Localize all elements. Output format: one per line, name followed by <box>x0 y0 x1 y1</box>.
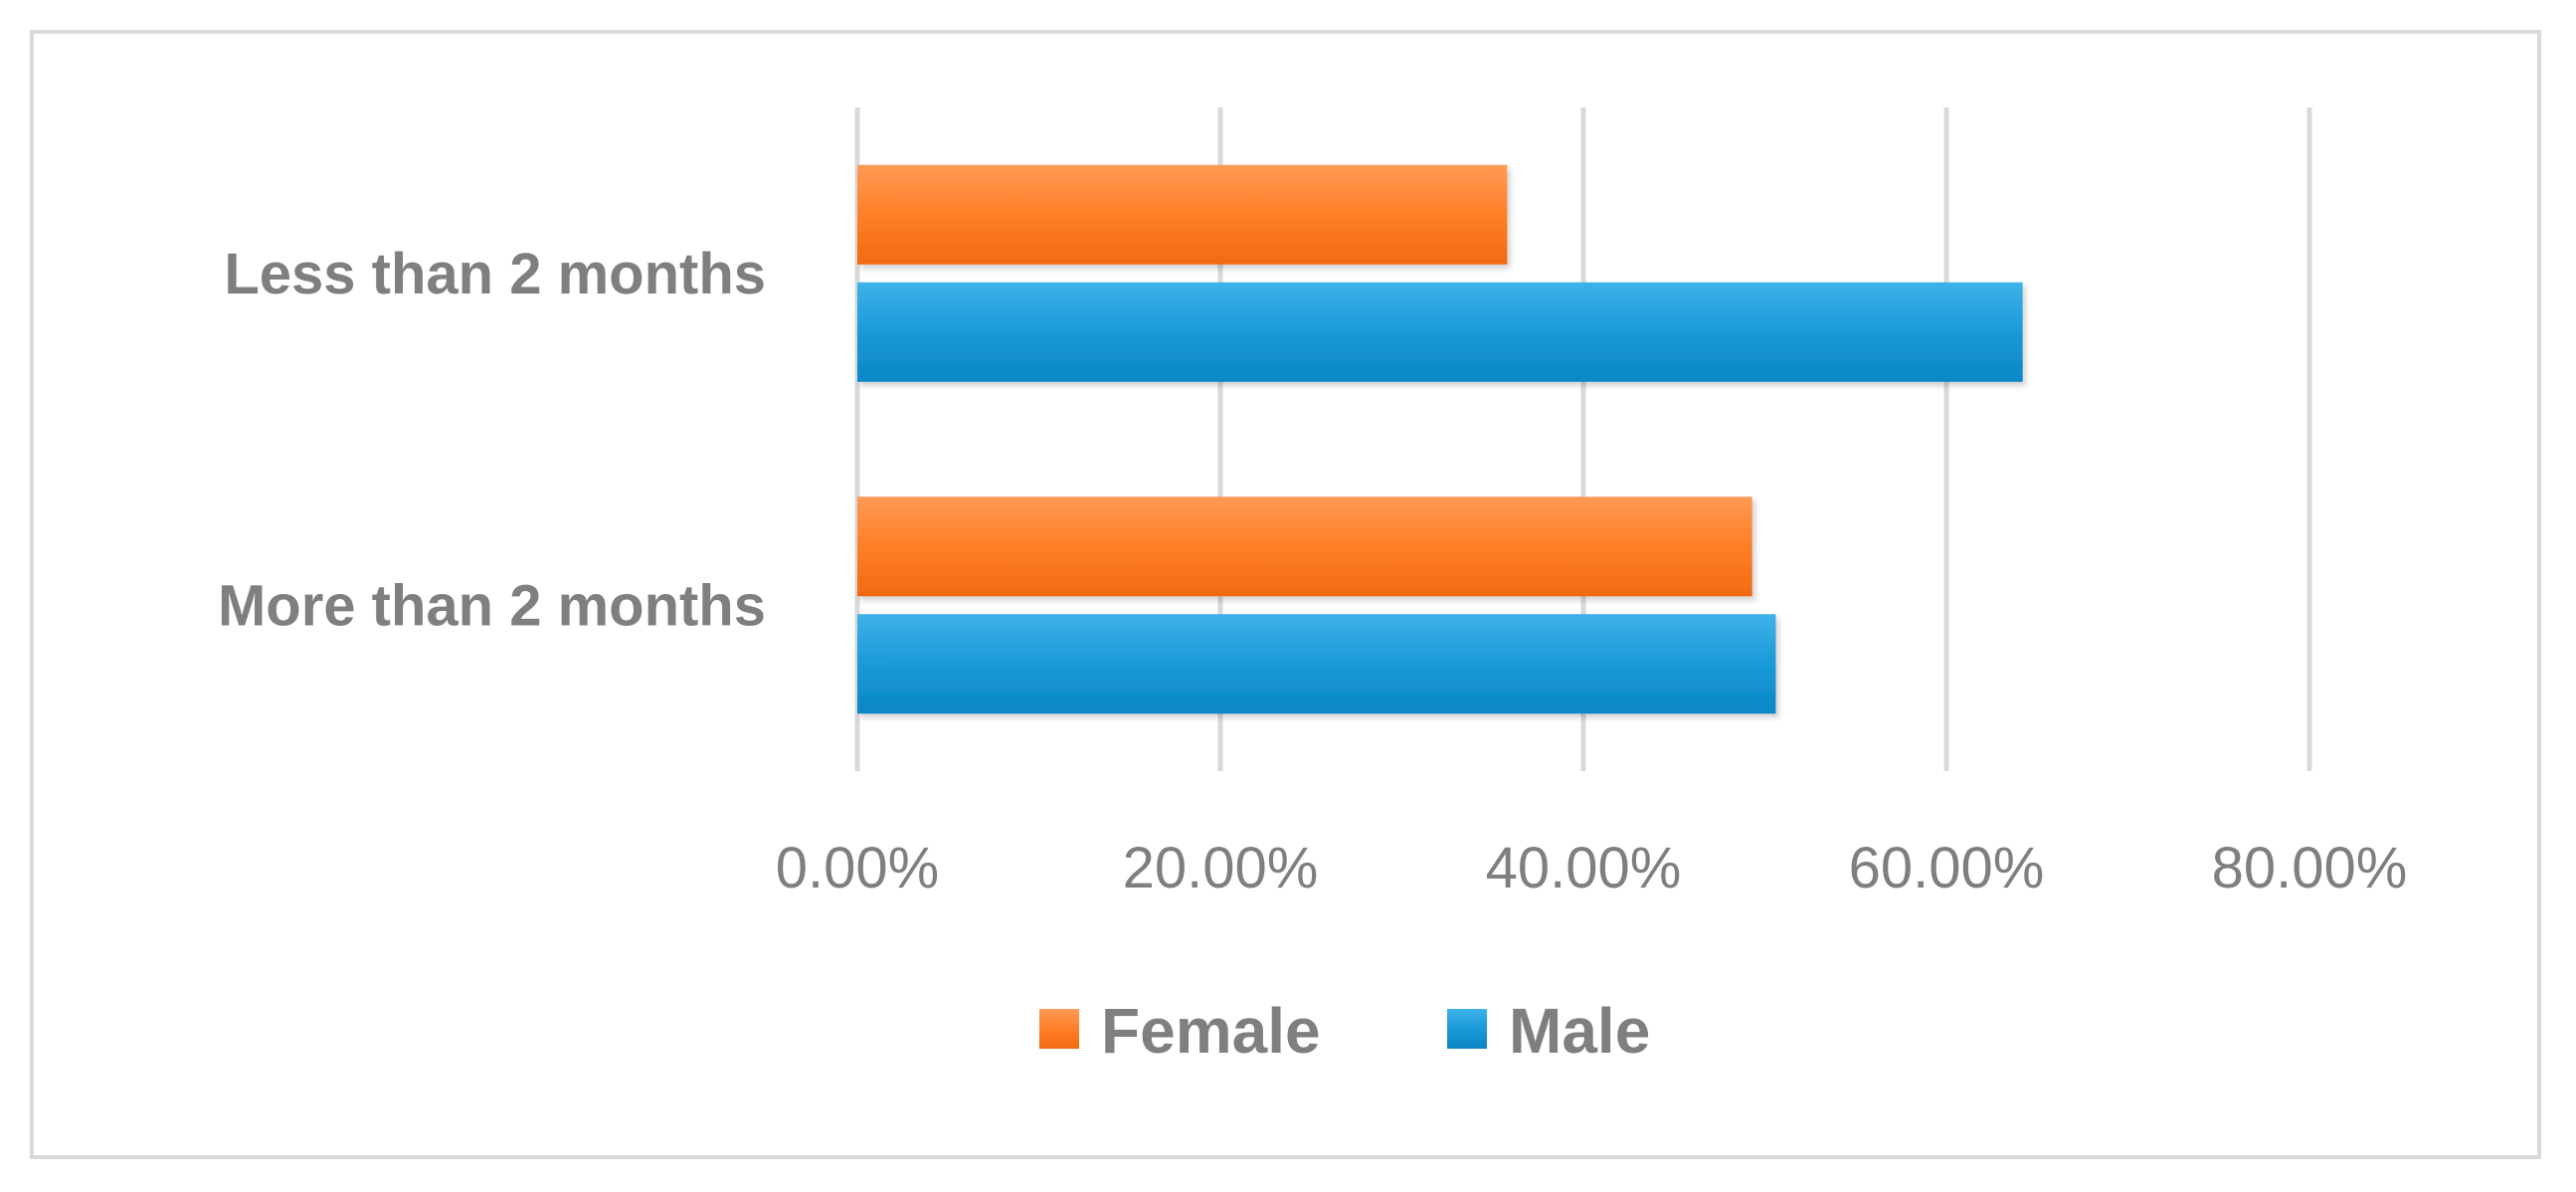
tick-label-4: 80.00% <box>2212 836 2408 900</box>
bar-male-0 <box>857 282 2023 382</box>
bars <box>857 164 2023 714</box>
legend-swatch-male <box>1447 1009 1487 1049</box>
bar-female-1 <box>857 497 1752 597</box>
legend: Female Male <box>1039 995 1650 1067</box>
bar-male-1 <box>857 614 1776 714</box>
tick-label-3: 60.00% <box>1849 836 2045 900</box>
tick-label-0: 0.00% <box>776 836 939 900</box>
x-axis-tick-labels: 0.00% 20.00% 40.00% 60.00% 80.00% <box>776 836 2408 900</box>
category-label-0: Less than 2 months <box>224 242 766 306</box>
legend-label-male: Male <box>1509 995 1650 1067</box>
legend-label-female: Female <box>1101 995 1321 1067</box>
category-label-1: More than 2 months <box>218 573 766 638</box>
legend-swatch-female <box>1039 1009 1079 1049</box>
tick-label-1: 20.00% <box>1123 836 1319 900</box>
category-labels: Less than 2 months More than 2 months <box>218 242 766 639</box>
tick-label-2: 40.00% <box>1486 836 1682 900</box>
bar-female-0 <box>857 164 1508 265</box>
